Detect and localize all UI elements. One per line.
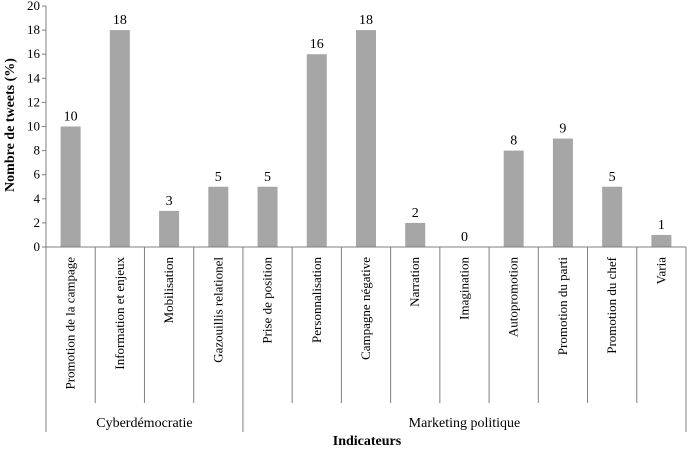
bar — [356, 30, 376, 247]
y-tick-label: 18 — [27, 22, 40, 37]
group-label: Marketing politique — [409, 416, 521, 431]
data-label: 5 — [609, 170, 616, 185]
y-tick-label: 14 — [27, 70, 41, 85]
category-label: Promotion du chef — [604, 256, 619, 353]
y-tick-label: 8 — [34, 143, 41, 158]
y-tick-label: 12 — [27, 94, 40, 109]
y-tick-label: 10 — [27, 119, 40, 134]
y-axis-title: Nombre de tweets (%) — [3, 58, 18, 192]
category-label: Autopromotion — [506, 257, 521, 338]
y-tick-label: 4 — [34, 191, 41, 206]
x-axis: Promotion de la campage Information et en… — [45, 246, 687, 432]
data-label: 0 — [461, 230, 468, 245]
bar — [602, 186, 623, 247]
category-label: Gazouillis relationel — [210, 257, 225, 363]
y-tick-label: 6 — [34, 167, 41, 182]
bar — [552, 138, 573, 247]
category-label: Mobilisation — [161, 257, 176, 324]
category-label: Imagination — [456, 257, 471, 320]
category-label: Information et enjeux — [112, 257, 127, 370]
group-label: Cyberdémocratie — [96, 416, 192, 431]
category-label: Prise de position — [260, 257, 275, 344]
category-label: Promotion de la campage — [63, 257, 78, 390]
bar — [306, 54, 327, 248]
category-label: Varia — [653, 257, 668, 285]
data-label: 2 — [412, 206, 419, 221]
category-label: Campagne négative — [358, 257, 373, 360]
category-label: Personnalisation — [309, 257, 324, 343]
y-axis: 0 2 4 6 8 10 12 14 16 18 20 — [27, 0, 47, 254]
y-tick-label: 0 — [34, 239, 41, 254]
bar — [405, 222, 426, 247]
data-label: 5 — [215, 170, 222, 185]
data-label: 5 — [264, 170, 271, 185]
bar — [257, 186, 278, 247]
bar — [651, 234, 672, 247]
category-label: Narration — [407, 257, 422, 307]
bar — [503, 150, 524, 247]
data-label: 10 — [64, 110, 78, 125]
x-axis-title: Indicateurs — [333, 434, 402, 449]
category-label: Promotion du parti — [555, 257, 570, 356]
data-label: 9 — [559, 122, 566, 137]
data-label: 18 — [359, 13, 373, 28]
bar — [60, 126, 81, 247]
bar — [208, 186, 229, 247]
data-label: 1 — [658, 218, 665, 233]
data-label: 3 — [166, 194, 173, 209]
y-tick-label: 16 — [27, 46, 41, 61]
bar — [159, 210, 180, 247]
data-label: 18 — [113, 13, 127, 28]
bar — [109, 30, 130, 247]
data-label: 16 — [310, 37, 324, 52]
y-tick-label: 20 — [27, 0, 40, 13]
data-label: 8 — [510, 134, 517, 149]
y-tick-label: 2 — [34, 215, 41, 230]
